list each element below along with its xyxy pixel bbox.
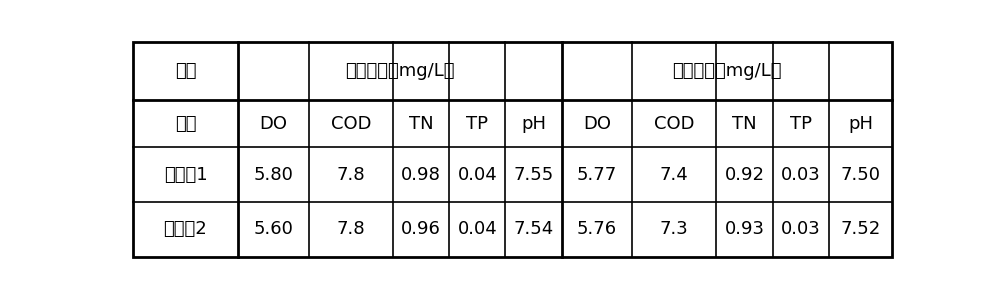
Text: 5.77: 5.77 (577, 166, 617, 184)
Text: 养殖前期（mg/L）: 养殖前期（mg/L） (345, 62, 455, 80)
Text: 0.98: 0.98 (401, 166, 441, 184)
Text: 7.4: 7.4 (660, 166, 689, 184)
Text: 0.92: 0.92 (725, 166, 765, 184)
Text: 0.04: 0.04 (457, 220, 497, 238)
Text: 养殖中期（mg/L）: 养殖中期（mg/L） (672, 62, 782, 80)
Text: 0.03: 0.03 (781, 166, 821, 184)
Text: 7.3: 7.3 (660, 220, 689, 238)
Text: 7.8: 7.8 (336, 220, 365, 238)
Text: TP: TP (466, 115, 488, 133)
Text: pH: pH (848, 115, 873, 133)
Text: pH: pH (521, 115, 546, 133)
Text: TN: TN (732, 115, 757, 133)
Text: COD: COD (654, 115, 694, 133)
Text: 7.52: 7.52 (840, 220, 881, 238)
Text: 实施例2: 实施例2 (164, 220, 207, 238)
Text: COD: COD (331, 115, 371, 133)
Text: 0.96: 0.96 (401, 220, 441, 238)
Text: DO: DO (583, 115, 611, 133)
Text: 时期: 时期 (175, 62, 196, 80)
Text: 实施例1: 实施例1 (164, 166, 207, 184)
Text: 7.8: 7.8 (336, 166, 365, 184)
Text: 7.50: 7.50 (841, 166, 881, 184)
Text: 5.76: 5.76 (577, 220, 617, 238)
Text: 0.04: 0.04 (457, 166, 497, 184)
Text: TP: TP (790, 115, 812, 133)
Text: 5.80: 5.80 (253, 166, 293, 184)
Text: 5.60: 5.60 (253, 220, 293, 238)
Text: 指标: 指标 (175, 115, 196, 133)
Text: DO: DO (259, 115, 287, 133)
Text: 7.54: 7.54 (513, 220, 554, 238)
Text: 0.93: 0.93 (725, 220, 765, 238)
Text: 0.03: 0.03 (781, 220, 821, 238)
Text: TN: TN (409, 115, 433, 133)
Text: 7.55: 7.55 (513, 166, 554, 184)
